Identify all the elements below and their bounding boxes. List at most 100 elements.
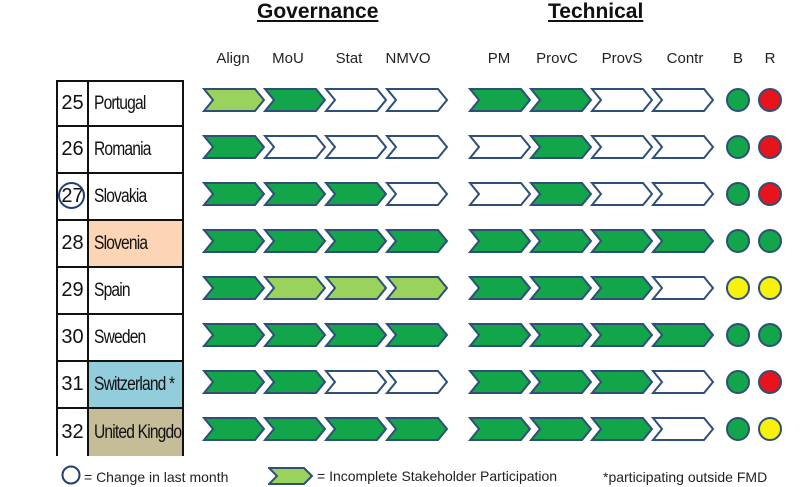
chevron-provc-complete	[528, 417, 593, 441]
column-label-stat: Stat	[335, 50, 363, 67]
chevron-provs-complete	[589, 417, 654, 441]
column-label-mou: MoU	[272, 50, 304, 67]
chevron-mou-complete	[262, 417, 327, 441]
country-name: Slovenia	[89, 221, 182, 266]
chevron-nmvo-empty	[384, 182, 449, 206]
r-status-red-circle	[758, 182, 782, 206]
chevron-stat-complete	[323, 182, 388, 206]
chevron-nmvo-incomplete	[384, 276, 449, 300]
country-row: 31 Switzerland *	[58, 362, 182, 409]
change-ring-icon	[58, 182, 85, 209]
chevron-mou-complete	[262, 370, 327, 394]
country-row: 26 Romania	[58, 127, 182, 174]
chevron-nmvo-empty	[384, 370, 449, 394]
country-number: 26	[58, 127, 89, 172]
column-label-b: B	[732, 50, 744, 67]
chevron-provs-complete	[589, 276, 654, 300]
country-number: 31	[58, 362, 89, 407]
chevron-mou-complete	[262, 88, 327, 112]
chevron-nmvo-empty	[384, 88, 449, 112]
chevron-align-complete	[201, 276, 266, 300]
chevron-stat-empty	[323, 135, 388, 159]
technical-header: Technical	[548, 0, 644, 23]
chevron-contr-empty	[650, 88, 715, 112]
chevron-align-complete	[201, 370, 266, 394]
chevron-provs-complete	[589, 370, 654, 394]
r-status-red-circle	[758, 88, 782, 112]
chevron-align-complete	[201, 323, 266, 347]
r-status-green-circle	[758, 229, 782, 253]
chevron-provs-complete	[589, 323, 654, 347]
country-name: United Kingdom	[89, 409, 182, 456]
column-label-contr: Contr	[666, 50, 704, 67]
legend-change-text: = Change in last month	[84, 469, 229, 485]
column-label-provc: ProvC	[536, 50, 578, 67]
column-label-pm: PM	[487, 50, 511, 67]
r-status-red-circle	[758, 370, 782, 394]
b-status-green-circle	[726, 417, 750, 441]
chevron-pm-complete	[467, 370, 532, 394]
chevron-provc-complete	[528, 182, 593, 206]
chevron-mou-complete	[262, 323, 327, 347]
chevron-nmvo-complete	[384, 417, 449, 441]
chevron-provc-complete	[528, 229, 593, 253]
b-status-yellow-circle	[726, 276, 750, 300]
b-status-green-circle	[726, 135, 750, 159]
chevron-align-incomplete	[201, 88, 266, 112]
chevron-contr-empty	[650, 182, 715, 206]
chevron-provc-complete	[528, 88, 593, 112]
country-name: Switzerland *	[89, 362, 182, 407]
country-name: Romania	[89, 127, 182, 172]
chevron-pm-complete	[467, 417, 532, 441]
country-row: 28 Slovenia	[58, 221, 182, 268]
chevron-provc-complete	[528, 370, 593, 394]
chevron-stat-complete	[323, 229, 388, 253]
chevron-align-complete	[201, 229, 266, 253]
chevron-nmvo-empty	[384, 135, 449, 159]
country-number: 27	[58, 174, 89, 219]
chevron-contr-complete	[650, 323, 715, 347]
chevron-provs-empty	[589, 88, 654, 112]
chevron-pm-complete	[467, 276, 532, 300]
country-number: 30	[58, 315, 89, 360]
r-status-red-circle	[758, 135, 782, 159]
column-label-align: Align	[216, 50, 250, 67]
chevron-align-complete	[201, 417, 266, 441]
chevron-contr-empty	[650, 276, 715, 300]
country-row: 30 Sweden	[58, 315, 182, 362]
chevron-mou-incomplete	[262, 276, 327, 300]
r-status-yellow-circle	[758, 276, 782, 300]
chevron-align-complete	[201, 182, 266, 206]
chevron-pm-complete	[467, 88, 532, 112]
chevron-stat-incomplete	[323, 276, 388, 300]
b-status-green-circle	[726, 229, 750, 253]
chevron-contr-complete	[650, 229, 715, 253]
chevron-provs-empty	[589, 182, 654, 206]
chevron-provs-complete	[589, 229, 654, 253]
chevron-contr-empty	[650, 417, 715, 441]
legend-note-text: *participating outside FMD	[603, 469, 768, 485]
chevron-mou-complete	[262, 182, 327, 206]
change-ring-icon	[61, 465, 81, 485]
column-label-provs: ProvS	[601, 50, 643, 67]
chevron-nmvo-complete	[384, 323, 449, 347]
b-status-green-circle	[726, 323, 750, 347]
chevron-mou-complete	[262, 229, 327, 253]
column-label-r: R	[764, 50, 776, 67]
chevron-contr-empty	[650, 135, 715, 159]
chevron-stat-empty	[323, 88, 388, 112]
chevron-pm-empty	[467, 135, 532, 159]
r-status-yellow-circle	[758, 417, 782, 441]
chevron-provc-complete	[528, 135, 593, 159]
country-row: 29 Spain	[58, 268, 182, 315]
b-status-green-circle	[726, 370, 750, 394]
country-name: Portugal	[89, 82, 182, 125]
chevron-pm-empty	[467, 182, 532, 206]
country-number: 32	[58, 409, 89, 456]
country-name: Sweden	[89, 315, 182, 360]
chevron-pm-complete	[467, 323, 532, 347]
chevron-stat-empty	[323, 370, 388, 394]
country-number: 29	[58, 268, 89, 313]
